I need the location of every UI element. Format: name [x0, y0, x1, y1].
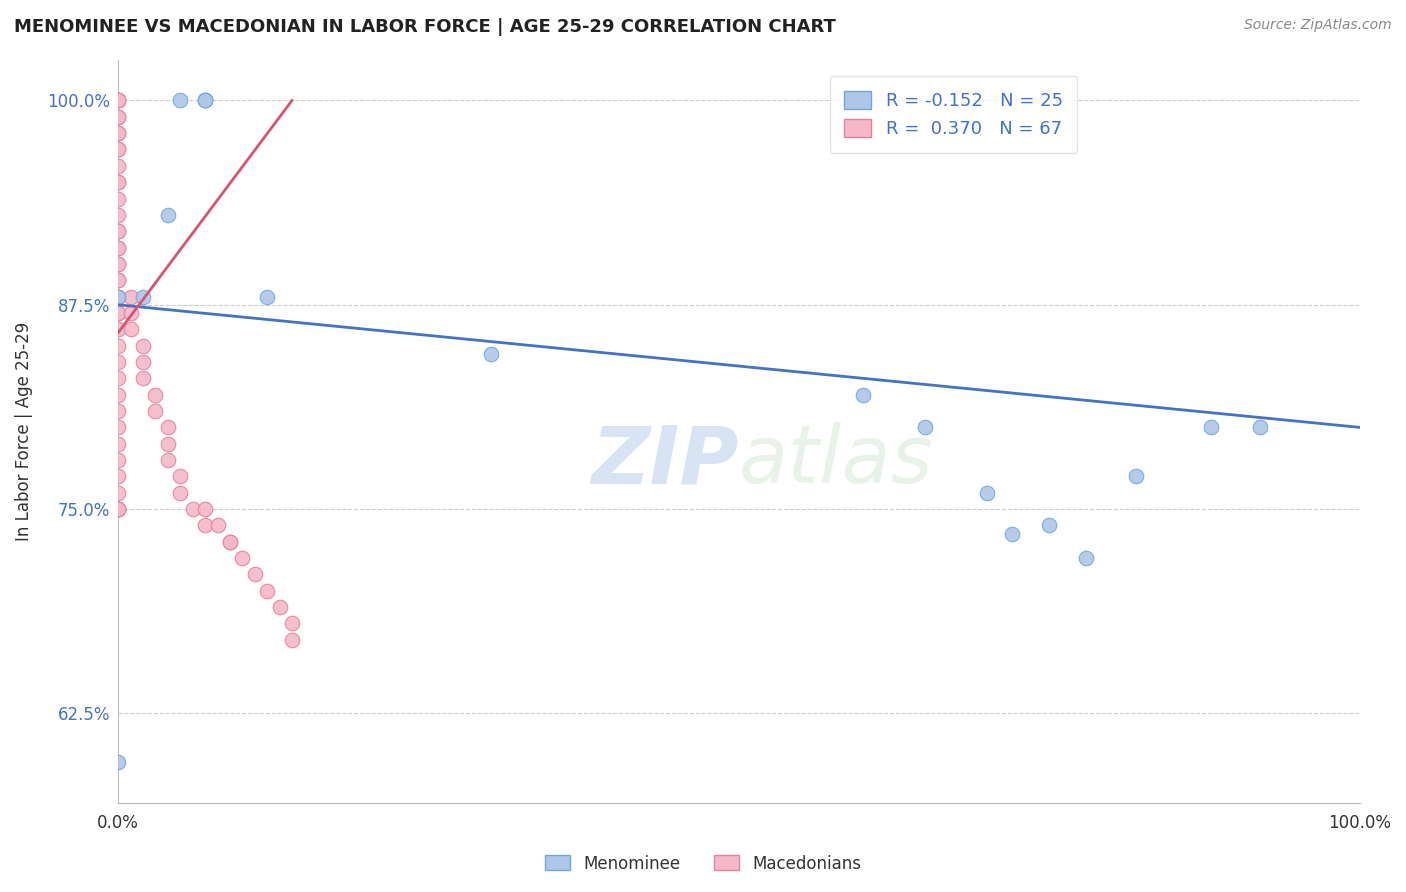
- Point: [219, 534, 242, 549]
- Point: [169, 469, 191, 483]
- Text: atlas: atlas: [740, 422, 934, 500]
- Point: [120, 290, 142, 304]
- Point: [1001, 526, 1024, 541]
- Point: [107, 502, 129, 516]
- Point: [132, 371, 155, 385]
- Point: [1199, 420, 1222, 434]
- Point: [107, 756, 129, 770]
- Point: [107, 290, 129, 304]
- Point: [107, 273, 129, 287]
- Point: [169, 94, 191, 108]
- Point: [194, 94, 217, 108]
- Point: [107, 290, 129, 304]
- Point: [107, 126, 129, 140]
- Point: [156, 436, 179, 450]
- Point: [243, 567, 266, 582]
- Point: [107, 94, 129, 108]
- Point: [281, 632, 304, 647]
- Point: [852, 387, 875, 401]
- Point: [107, 371, 129, 385]
- Point: [107, 126, 129, 140]
- Point: [107, 436, 129, 450]
- Point: [132, 290, 155, 304]
- Point: [107, 257, 129, 271]
- Point: [107, 94, 129, 108]
- Point: [107, 322, 129, 336]
- Point: [107, 175, 129, 189]
- Point: [207, 518, 229, 533]
- Point: [107, 338, 129, 352]
- Point: [194, 94, 217, 108]
- Point: [231, 551, 253, 566]
- Y-axis label: In Labor Force | Age 25-29: In Labor Force | Age 25-29: [15, 322, 32, 541]
- Point: [194, 518, 217, 533]
- Point: [107, 110, 129, 124]
- Point: [107, 502, 129, 516]
- Point: [107, 94, 129, 108]
- Point: [1038, 518, 1060, 533]
- Point: [107, 502, 129, 516]
- Point: [281, 616, 304, 631]
- Point: [1076, 551, 1098, 566]
- Point: [107, 469, 129, 483]
- Point: [120, 306, 142, 320]
- Point: [156, 208, 179, 222]
- Legend: R = -0.152   N = 25, R =  0.370   N = 67: R = -0.152 N = 25, R = 0.370 N = 67: [830, 76, 1077, 153]
- Text: ZIP: ZIP: [592, 422, 740, 500]
- Point: [156, 453, 179, 467]
- Point: [107, 387, 129, 401]
- Point: [132, 355, 155, 369]
- Point: [107, 257, 129, 271]
- Point: [107, 159, 129, 173]
- Point: [107, 485, 129, 500]
- Point: [107, 241, 129, 255]
- Point: [976, 485, 998, 500]
- Point: [169, 485, 191, 500]
- Point: [107, 502, 129, 516]
- Point: [256, 290, 278, 304]
- Point: [107, 453, 129, 467]
- Point: [107, 143, 129, 157]
- Point: [107, 94, 129, 108]
- Point: [107, 306, 129, 320]
- Point: [107, 404, 129, 418]
- Text: Source: ZipAtlas.com: Source: ZipAtlas.com: [1244, 18, 1392, 32]
- Point: [181, 502, 204, 516]
- Point: [219, 534, 242, 549]
- Point: [107, 110, 129, 124]
- Point: [194, 502, 217, 516]
- Point: [1249, 420, 1271, 434]
- Legend: Menominee, Macedonians: Menominee, Macedonians: [538, 848, 868, 880]
- Point: [145, 404, 167, 418]
- Point: [107, 175, 129, 189]
- Point: [1125, 469, 1147, 483]
- Point: [156, 420, 179, 434]
- Text: MENOMINEE VS MACEDONIAN IN LABOR FORCE | AGE 25-29 CORRELATION CHART: MENOMINEE VS MACEDONIAN IN LABOR FORCE |…: [14, 18, 837, 36]
- Point: [269, 600, 291, 615]
- Point: [107, 306, 129, 320]
- Point: [256, 583, 278, 598]
- Point: [107, 224, 129, 238]
- Point: [194, 94, 217, 108]
- Point: [107, 290, 129, 304]
- Point: [107, 420, 129, 434]
- Point: [107, 241, 129, 255]
- Point: [479, 347, 502, 361]
- Point: [107, 208, 129, 222]
- Point: [107, 143, 129, 157]
- Point: [107, 355, 129, 369]
- Point: [145, 387, 167, 401]
- Point: [132, 338, 155, 352]
- Point: [107, 273, 129, 287]
- Point: [107, 224, 129, 238]
- Point: [120, 322, 142, 336]
- Point: [107, 192, 129, 206]
- Point: [914, 420, 936, 434]
